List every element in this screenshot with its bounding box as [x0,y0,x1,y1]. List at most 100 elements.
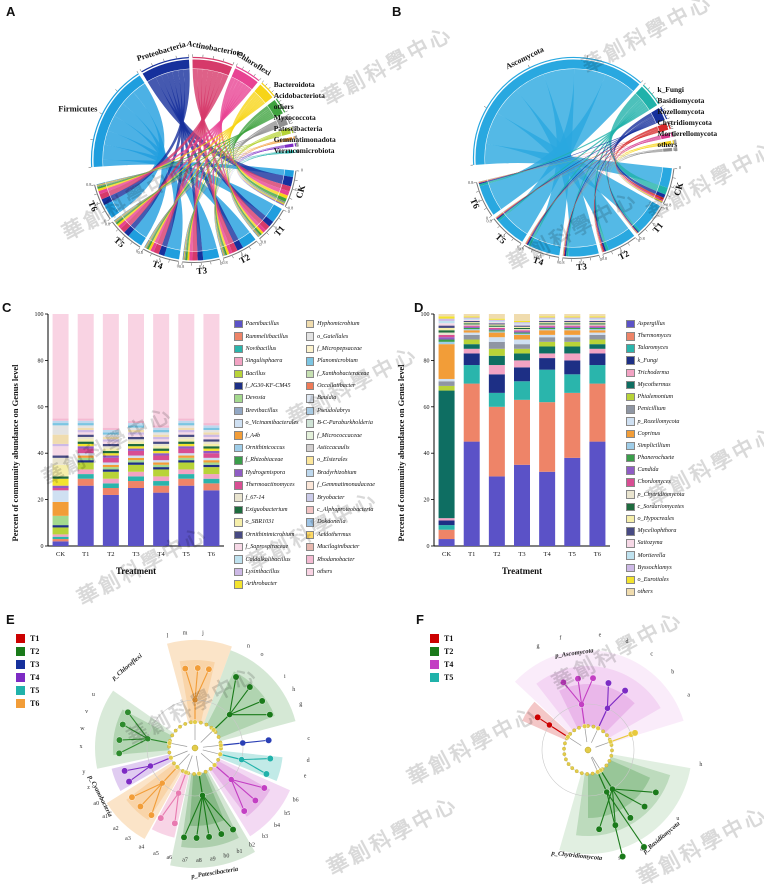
bar-segment-others [77,314,94,419]
legend-label: Ornithinimicrobium [245,531,295,538]
tick-label: 0.4 [579,260,585,265]
ring-letter-label: w [80,726,85,732]
chord-axis-arc [476,182,493,217]
legend-item: Chordomyces [626,476,762,488]
chord-ribbon [534,68,575,247]
tick-label: 0.4 [199,264,205,269]
legend-item: Acidothermus [305,529,382,541]
clado-leaf-node [631,729,639,737]
clado-node-yellow [572,728,577,733]
chord-ribbon [594,100,644,243]
clado-node-yellow [183,769,189,775]
tick-mark [667,117,670,120]
legend-swatch [305,369,315,378]
legend-item: f_Saprospiraceae [234,541,306,553]
legend-label: Pseudolabrys [317,407,351,414]
clado-node-yellow [604,763,609,768]
clado-leaf-node [266,755,274,762]
bar-segment-Paenibacillus [52,541,69,546]
clade-sector [536,666,661,738]
branch-line [183,795,204,838]
bar-segment-Chordomyces [539,325,556,327]
bar-segment-Lysinibacillus [102,439,119,442]
legend-swatch [16,686,25,695]
bar-segment-others [589,314,606,317]
tick-mark [122,236,125,239]
bar-segment-Trichoderma [539,353,556,359]
tick-label: 0 [679,165,681,170]
ring-letter-label: b0 [223,854,229,860]
legend-swatch [626,356,635,365]
bar-segment-f_Saprospiraceae [77,432,94,435]
tick-label: 0 [557,259,559,264]
clado-leaf-node [605,679,612,687]
tick-mark [130,242,133,245]
clado-leaf-node [119,721,127,728]
bar-segment-o_Gaiellales [203,430,220,433]
tick-label: 0.4 [536,255,542,260]
bar-segment-f_JG30-KF-CM45 [52,525,69,528]
clado-node-yellow [610,748,614,753]
legend-swatch [305,481,315,490]
legend-label: Mucilaginibacter [317,544,360,551]
ring-letter-label: f [559,634,561,641]
legend-swatch [305,419,315,428]
bar-segment-Arthrobacter [52,478,69,486]
bar-segment-o_Eurotiales [463,316,480,318]
ring-letter-label: l [167,633,169,639]
bar-segment-f_JG30-KF-CM45 [203,464,220,468]
bar-segment-Planomicrobium [102,432,119,435]
legend-item: Arthrobacter [234,578,306,590]
tick-label: 0.8 [86,182,91,187]
legend-label: Paenibacillus [245,321,280,328]
tick-label: 0.4 [93,201,99,206]
x-category-label: T4 [544,551,552,558]
chord-arc-T4 [145,240,151,249]
chord-ribbon [154,83,247,244]
bar-segment-Mycothermus [539,346,556,354]
tick-mark [94,193,97,196]
panel-label-e: E [6,612,15,627]
legend-item: Talaromyces [626,342,762,354]
y-tick-label: 40 [38,451,44,457]
bar-segment-Mortierella [589,318,606,320]
bar-segment-o_Hypocreales [539,322,556,324]
clado-node-yellow [590,771,595,776]
branch-line [562,681,583,705]
bar-segment-f_67-14 [153,443,170,447]
clado-node-yellow [601,729,605,734]
chord-label-others: others [657,140,677,149]
bar-segment-Novibacillus [77,474,94,479]
clado-leaf-node [534,713,542,721]
bar-segment-Byssochlamys [539,317,556,319]
bar-segment-Exiguobacterium [203,446,220,449]
clado-leaf-node [157,814,165,822]
bar-segment-c_Sordariomycetes [589,323,606,325]
tick-mark [150,253,152,257]
ring-letter-label: o [660,833,663,839]
legend-swatch [234,394,243,403]
bacteria-stacked-bar-chart: 0 20 40 60 80 100 CK T1 T2 T3 T4 T5 T6 [35,312,224,558]
bar-segment-Penicillium [514,344,530,349]
legend-swatch [626,332,635,341]
chord-arc-CK [654,196,664,202]
branch-line [127,711,149,740]
branch-line [160,792,180,819]
legend-swatch [626,575,635,585]
chord-arc-T4 [530,238,561,256]
tick-label: 0.8 [486,218,491,223]
branch-line [595,741,611,748]
bar-segment-f_Saprospiraceae [128,434,144,437]
bar-segment-Paenibacillus [128,488,144,546]
legend-label: Phanerochaete [637,455,675,462]
bar-segment-Trichoderma [463,348,480,354]
legend-swatch [234,505,243,515]
bar-segment-o_Hypocreales [488,324,505,326]
bar-segment-Devosia [203,462,220,465]
bar-segment-Lysinibacillus [178,430,195,433]
branch-line [131,782,163,798]
legend-label: Caldalkalibacillus [245,556,291,563]
bar-segment-Devosia [102,467,119,470]
legend-swatch [234,530,243,540]
chord-axis-arc [662,168,675,205]
